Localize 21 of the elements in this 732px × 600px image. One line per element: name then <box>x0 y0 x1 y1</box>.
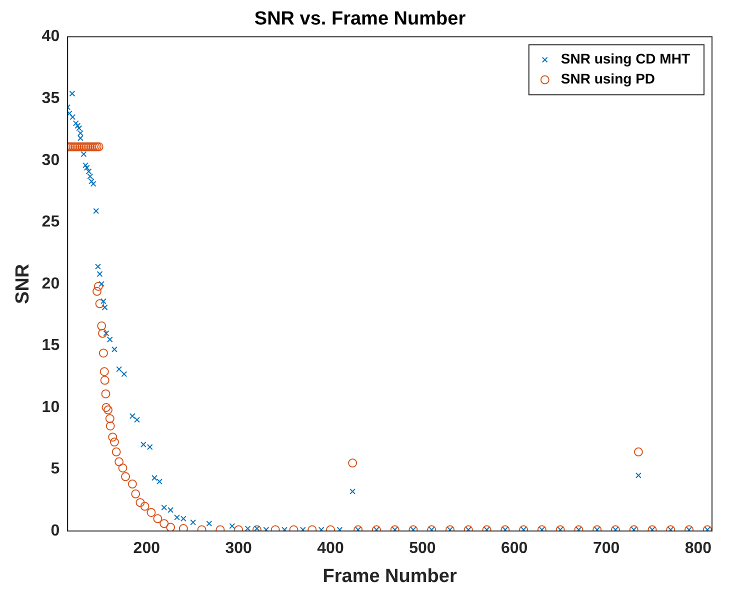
x-tick-label: 600 <box>501 540 528 558</box>
chart-title: SNR vs. Frame Number <box>254 8 466 30</box>
y-tick-label: 35 <box>42 90 60 107</box>
y-tick-label: 40 <box>42 28 60 46</box>
y-tick-label: 25 <box>42 214 60 231</box>
x-tick-label: 200 <box>133 540 160 558</box>
x-tick-label: 400 <box>317 540 344 558</box>
x-tick-label: 700 <box>592 540 620 558</box>
y-axis-title: SNR <box>12 264 34 304</box>
x-tick-label: 300 <box>225 540 252 558</box>
legend-label: SNR using PD <box>560 70 656 87</box>
x-tick-label: 800 <box>684 540 712 558</box>
y-tick-label: 5 <box>50 460 60 478</box>
x-tick-label: 500 <box>409 540 436 558</box>
legend-label: SNR using CD MHT <box>560 50 690 67</box>
y-tick-label: 0 <box>50 522 60 540</box>
y-tick-label: 20 <box>42 275 60 292</box>
y-tick-label: 15 <box>42 337 60 354</box>
y-tick-label: 30 <box>42 152 60 169</box>
x-axis-title: Frame Number <box>322 566 458 587</box>
y-tick-label: 10 <box>42 398 60 416</box>
